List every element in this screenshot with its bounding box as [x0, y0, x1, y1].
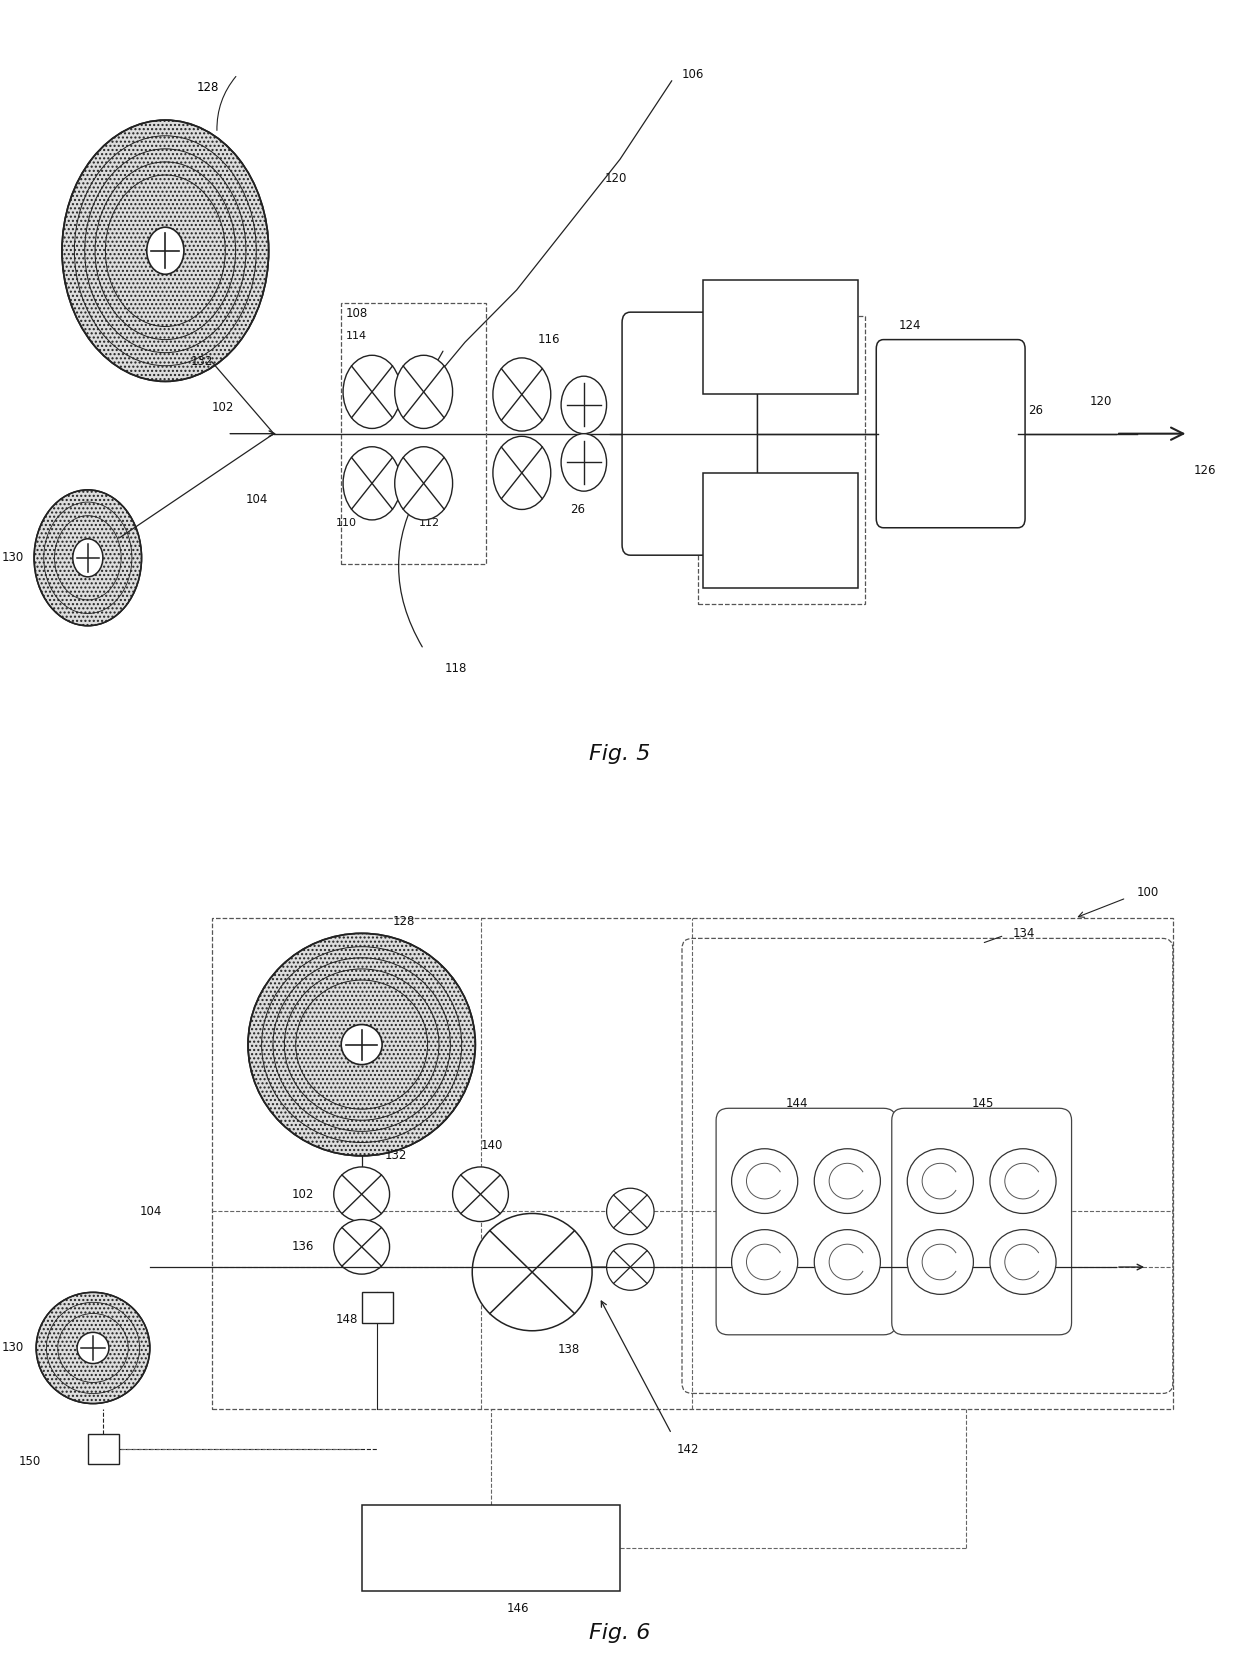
Text: 145: 145 — [971, 1098, 993, 1109]
Circle shape — [341, 1024, 382, 1064]
Text: 118: 118 — [444, 662, 466, 676]
Text: 132: 132 — [191, 355, 213, 369]
Text: 102: 102 — [291, 1188, 314, 1201]
Text: Bonder: Bonder — [758, 524, 802, 537]
Circle shape — [908, 1229, 973, 1294]
Text: 26: 26 — [570, 504, 585, 515]
Text: 146: 146 — [506, 1603, 528, 1615]
FancyBboxPatch shape — [877, 340, 1025, 527]
Text: 100: 100 — [1137, 886, 1159, 899]
Circle shape — [732, 1149, 797, 1213]
Circle shape — [492, 359, 551, 430]
Text: 106: 106 — [682, 68, 704, 80]
Circle shape — [492, 437, 551, 509]
Circle shape — [560, 377, 606, 434]
Circle shape — [606, 1244, 653, 1291]
Text: 114: 114 — [346, 330, 367, 340]
Text: 140: 140 — [481, 1139, 503, 1153]
Circle shape — [334, 1219, 389, 1274]
Circle shape — [62, 120, 269, 382]
Text: 138: 138 — [558, 1343, 580, 1356]
Text: 120: 120 — [1090, 395, 1112, 407]
Text: 104: 104 — [139, 1204, 162, 1218]
Text: 130: 130 — [2, 1341, 25, 1354]
Text: 124: 124 — [899, 319, 921, 332]
Text: 26: 26 — [625, 482, 640, 495]
Text: 132: 132 — [384, 1149, 407, 1163]
Text: 120: 120 — [604, 172, 627, 185]
Text: 142: 142 — [677, 1443, 699, 1456]
Circle shape — [343, 447, 401, 520]
Circle shape — [394, 355, 453, 429]
Circle shape — [990, 1149, 1056, 1213]
Circle shape — [606, 1188, 653, 1234]
Text: 130: 130 — [2, 552, 25, 564]
Text: Fig. 6: Fig. 6 — [589, 1623, 651, 1643]
Bar — [362, 1293, 393, 1323]
Bar — [362, 1505, 620, 1591]
Text: 110: 110 — [336, 517, 357, 527]
Text: 102: 102 — [212, 400, 234, 414]
Text: 150: 150 — [19, 1454, 41, 1468]
Text: Fig. 5: Fig. 5 — [589, 744, 651, 764]
Text: 134: 134 — [1013, 927, 1035, 939]
Circle shape — [334, 1168, 389, 1221]
Circle shape — [77, 1333, 109, 1363]
Text: 104: 104 — [246, 492, 268, 505]
Circle shape — [343, 355, 401, 429]
Circle shape — [732, 1229, 797, 1294]
Text: Controller: Controller — [458, 1541, 523, 1555]
Circle shape — [560, 434, 606, 490]
Text: 136: 136 — [291, 1241, 314, 1253]
Circle shape — [990, 1229, 1056, 1294]
Text: Folder: Folder — [761, 330, 800, 344]
FancyBboxPatch shape — [622, 312, 758, 555]
Bar — [703, 280, 858, 395]
Text: 128: 128 — [196, 82, 218, 93]
Text: 128: 128 — [393, 914, 415, 927]
FancyBboxPatch shape — [715, 1108, 895, 1334]
Circle shape — [472, 1213, 591, 1331]
Circle shape — [146, 227, 184, 274]
Text: 108: 108 — [346, 307, 368, 320]
Circle shape — [453, 1168, 508, 1221]
Text: 122: 122 — [677, 499, 699, 512]
Circle shape — [33, 490, 141, 626]
Text: 116: 116 — [537, 334, 559, 345]
Text: 112: 112 — [418, 517, 440, 527]
Circle shape — [248, 934, 475, 1156]
Circle shape — [394, 447, 453, 520]
FancyBboxPatch shape — [892, 1108, 1071, 1334]
Text: 144: 144 — [785, 1098, 807, 1109]
Circle shape — [73, 539, 103, 577]
Text: 148: 148 — [336, 1313, 358, 1326]
Bar — [88, 1434, 119, 1465]
Circle shape — [815, 1229, 880, 1294]
Circle shape — [815, 1149, 880, 1213]
Text: 26: 26 — [1028, 404, 1043, 417]
Circle shape — [908, 1149, 973, 1213]
Circle shape — [36, 1293, 150, 1403]
Text: 126: 126 — [1193, 464, 1216, 477]
Bar — [703, 474, 858, 587]
